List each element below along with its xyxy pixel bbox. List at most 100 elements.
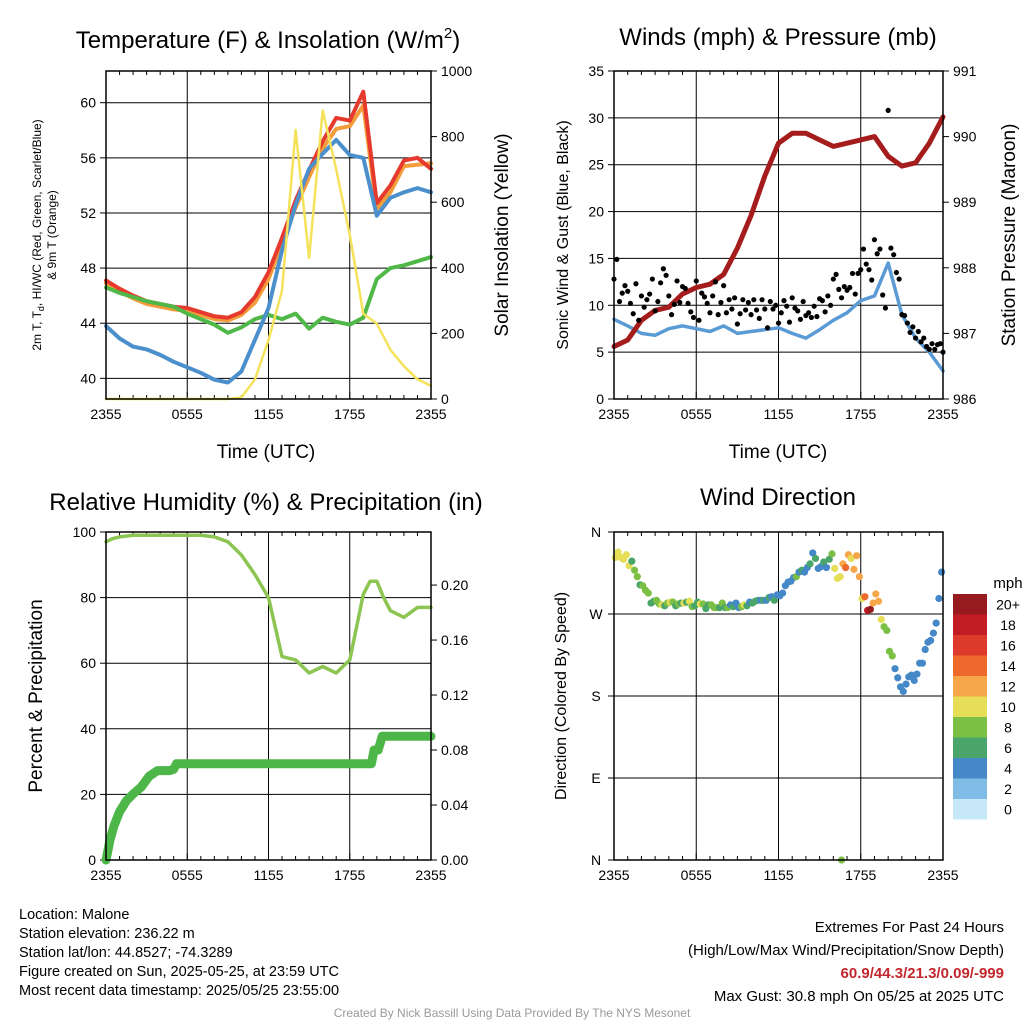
y-tick-label: 40: [80, 370, 96, 386]
direction-point: [847, 554, 855, 563]
x-tick-label: 0555: [681, 867, 712, 883]
gust-point: [668, 312, 675, 318]
colorbar-label: 14: [1000, 658, 1016, 674]
gust-point: [882, 305, 889, 311]
gust-point: [616, 298, 623, 305]
gust-point: [644, 297, 650, 303]
gust-point: [666, 293, 672, 299]
x-tick-label: 2355: [415, 867, 446, 883]
direction-panel-title: Wind Direction: [700, 484, 856, 511]
gust-point: [880, 292, 886, 298]
gust-point: [732, 295, 738, 301]
y-tick-label: 56: [80, 150, 96, 166]
gust-point: [855, 270, 861, 277]
credit-line: Created By Nick Bassill Using Data Provi…: [333, 1006, 691, 1020]
gust-point: [932, 346, 938, 352]
x-tick-label: 2355: [415, 406, 446, 422]
colorbar-label: 6: [1004, 740, 1012, 756]
station-elevation: Station elevation: 236.22 m: [19, 926, 195, 942]
y-tick-label-right: 989: [953, 194, 977, 210]
x-tick-label: 1755: [334, 406, 365, 422]
gust-point: [858, 267, 864, 273]
y-tick-label: 44: [80, 315, 96, 331]
gust-point: [622, 283, 628, 289]
gust-point: [852, 291, 858, 297]
direction-point: [888, 652, 896, 660]
y-tick-label: 5: [596, 344, 604, 360]
gust-point: [759, 297, 765, 303]
colorbar-label: 2: [1004, 781, 1012, 797]
plot-border: [105, 531, 432, 861]
gust-point: [860, 246, 867, 252]
ylabel-part: , HI/WC (Red, Green, Scarlet/Blue): [30, 119, 44, 306]
gust-point: [830, 276, 836, 282]
y-tick-label: 80: [80, 590, 96, 606]
plot-border: [613, 531, 944, 861]
gust-point: [797, 316, 804, 322]
recent-timestamp: Most recent data timestamp: 2025/05/25 2…: [19, 983, 340, 999]
gust-point: [896, 276, 902, 282]
gust-point: [849, 270, 856, 277]
y-tick-label-right: 800: [441, 129, 465, 145]
direction-point: [630, 566, 639, 574]
gust-point: [715, 312, 721, 318]
ylabel-part: 2m T, T: [30, 310, 44, 350]
direction-point: [855, 573, 863, 581]
station-info: Location: Malone Station elevation: 236.…: [19, 906, 339, 1001]
direction-point: [644, 589, 652, 597]
gust-point: [778, 310, 784, 316]
wind-right-axis-label: Station Pressure (Maroon): [999, 124, 1020, 347]
colorbar-label: 12: [1000, 678, 1016, 694]
x-tick-label: 1755: [334, 867, 365, 883]
direction-tick-label: W: [589, 606, 603, 622]
direction-tick-label: S: [591, 688, 600, 704]
temp-panel-title: Temperature (F) & Insolation (W/m2): [76, 25, 460, 54]
y-tick-label: 60: [80, 655, 96, 671]
gust-point: [847, 284, 853, 291]
direction-point: [938, 568, 946, 576]
y-tick-label: 20: [80, 786, 96, 802]
gust-point: [718, 299, 724, 306]
temp-series-line: [104, 255, 433, 335]
gust-point: [833, 271, 839, 277]
x-tick-label: 1155: [253, 406, 283, 422]
y-tick-label: 35: [588, 63, 604, 79]
rh-panel-title: Relative Humidity (%) & Precipitation (i…: [49, 489, 482, 516]
gust-point: [734, 321, 740, 327]
direction-y-axis-label: Direction (Colored By Speed): [553, 592, 570, 800]
y-tick-label: 0: [596, 391, 604, 407]
y-tick-label-right: 200: [441, 325, 465, 341]
extremes-title: Extremes For Past 24 Hours: [814, 919, 1004, 936]
direction-point: [935, 594, 943, 603]
x-tick-label: 1155: [253, 867, 283, 883]
y-tick-label-right: 987: [953, 325, 977, 341]
gust-point: [677, 299, 683, 306]
rh-series-line: [104, 533, 433, 675]
y-tick-label-right: 0.04: [441, 797, 468, 813]
gust-point: [663, 272, 669, 278]
gust-point: [710, 293, 716, 299]
colorbar-label: 10: [1000, 699, 1016, 715]
colorbar-title: mph: [993, 575, 1022, 592]
gust-point: [619, 290, 625, 296]
gust-point: [937, 341, 943, 347]
direction-point: [770, 596, 778, 604]
ylabel-sub: d: [36, 306, 46, 311]
gust-point: [926, 346, 932, 352]
direction-point: [853, 552, 861, 560]
y-tick-label: 10: [588, 297, 604, 313]
direction-point: [891, 665, 899, 673]
extremes-values: 60.9/44.3/21.3/0.09/-999: [840, 965, 1004, 982]
y-tick-label-right: 0.00: [441, 852, 468, 868]
gust-point: [682, 285, 688, 292]
direction-point: [861, 593, 869, 601]
humidity-panel: 2355 0555 1155 1755 23550204060801000.000.04…: [26, 489, 483, 883]
x-tick-label: 1755: [845, 867, 876, 883]
gust-point: [614, 256, 620, 262]
gust-point: [647, 291, 653, 297]
y-tick-label-right: 988: [953, 260, 977, 276]
speed-colorbar: mph 20+ 18 16 14 12 10 8 6 4 2 0: [953, 575, 1023, 820]
direction-point: [927, 636, 935, 645]
rh-series-line: [101, 731, 436, 865]
x-tick-label: 2355: [598, 867, 629, 883]
